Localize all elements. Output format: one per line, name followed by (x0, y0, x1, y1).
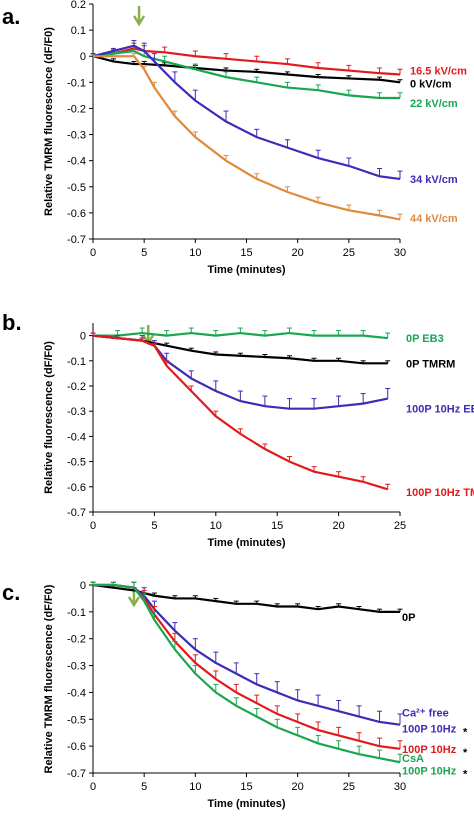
series-line (92, 334, 389, 491)
y-axis-label: Relative TMRM fluorescence (dF/F0) (43, 584, 55, 773)
y-tick-label: 0 (80, 331, 86, 343)
series-label: 16.5 kV/cm (410, 66, 467, 78)
series-2-3: 100P 10Hz EB3 (90, 332, 474, 416)
panel-label: b. (2, 310, 22, 335)
x-tick-label: 0 (90, 781, 96, 793)
y-tick-label: -0.7 (67, 768, 86, 780)
y-tick-label: 0 (80, 51, 86, 63)
y-tick-label: -0.1 (67, 356, 86, 368)
panel-label: a. (2, 4, 20, 29)
significance-star: * (463, 768, 468, 780)
series-3-3 (90, 581, 403, 750)
chart-panel-2: b. 0 -0.1 -0.2 -0.3 -0.4 -0.5 -0.6 -0.7 0 5 10 15 20 2… (2, 310, 474, 549)
x-tick-label: 20 (292, 247, 304, 259)
chart-panel-1: a. 0.2 0.1 0 -0.1 -0.2 -0.3 -0.4 -0.5 -0.6 -0.7 0 5 1… (2, 0, 467, 276)
annotation-label: CsA (402, 753, 424, 765)
y-tick-label: -0.2 (67, 103, 86, 115)
significance-star: * (463, 747, 468, 759)
series-2-1: 0P EB3 (90, 327, 444, 345)
y-tick-label: -0.3 (67, 406, 86, 418)
x-tick-label: 0 (90, 247, 96, 259)
x-tick-label: 30 (394, 247, 406, 259)
y-tick-label: -0.7 (67, 507, 86, 519)
series-3-4 (90, 581, 403, 764)
y-axis-label: Relative fluorescence (dF/F0) (43, 341, 55, 494)
y-tick-label: -0.6 (67, 208, 86, 220)
series-label: 100P 10Hz EB3 (406, 404, 474, 416)
series-line (93, 331, 388, 340)
series-label: 100P 10Hz TMRM (406, 487, 474, 499)
series-label: 22 kV/cm (410, 98, 458, 110)
series-1-5: 44 kV/cm (93, 53, 458, 225)
x-tick-label: 10 (210, 520, 222, 532)
annotation-label: 100P 10Hz (402, 744, 457, 756)
y-tick-label: -0.5 (67, 714, 86, 726)
y-tick-label: 0.1 (71, 25, 86, 37)
series-line (93, 583, 401, 726)
annotation-label: 0P (402, 612, 415, 624)
x-tick-label: 5 (151, 520, 157, 532)
significance-star: * (463, 727, 468, 739)
y-tick-label: -0.3 (67, 130, 86, 142)
series-label: 0P TMRM (406, 358, 455, 370)
y-tick-label: -0.4 (67, 431, 86, 443)
x-tick-label: 10 (189, 781, 201, 793)
x-axis-label: Time (minutes) (207, 798, 285, 810)
x-tick-label: 0 (90, 520, 96, 532)
y-tick-label: -0.6 (67, 482, 86, 494)
series-line (92, 44, 401, 181)
x-axis-label: Time (minutes) (207, 537, 285, 549)
annotation-label: 100P 10Hz (402, 724, 457, 736)
series-label: 0 kV/cm (410, 79, 452, 91)
y-tick-label: -0.7 (67, 234, 86, 246)
y-tick-label: -0.6 (67, 741, 86, 753)
x-tick-label: 20 (292, 781, 304, 793)
series-2-4: 100P 10Hz TMRM (90, 332, 474, 499)
x-tick-label: 15 (240, 781, 252, 793)
series-line (93, 583, 401, 764)
x-tick-label: 30 (394, 781, 406, 793)
series-label: 44 kV/cm (410, 213, 458, 225)
series-line (92, 49, 400, 100)
x-axis-label: Time (minutes) (207, 264, 285, 276)
y-tick-label: 0.2 (71, 0, 86, 11)
y-tick-label: -0.5 (67, 182, 86, 194)
series-line (93, 55, 401, 221)
stimulus-arrow-icon (132, 6, 146, 27)
series-label: 34 kV/cm (410, 174, 458, 186)
annotation-label: 100P 10Hz (402, 765, 457, 777)
chart-panel-3: c. 0 -0.1 -0.2 -0.3 -0.4 -0.5 -0.6 -0.7 0 5 10 15 20 2… (2, 580, 468, 810)
y-axis-label: Relative TMRM fluorescence (dF/F0) (43, 27, 55, 216)
panel-label: c. (2, 580, 20, 605)
x-tick-label: 25 (394, 520, 406, 532)
x-tick-label: 25 (343, 247, 355, 259)
x-tick-label: 15 (240, 247, 252, 259)
y-tick-label: -0.4 (67, 687, 86, 699)
y-tick-label: -0.4 (67, 156, 86, 168)
y-tick-label: -0.2 (67, 381, 86, 393)
y-tick-label: -0.5 (67, 457, 86, 469)
series-1-3: 22 kV/cm (90, 45, 458, 110)
x-tick-label: 15 (271, 520, 283, 532)
series-label: 0P EB3 (406, 333, 444, 345)
x-tick-label: 10 (189, 247, 201, 259)
y-tick-label: -0.1 (67, 607, 86, 619)
x-tick-label: 25 (343, 781, 355, 793)
annotation-label: Ca²⁺ free (402, 708, 449, 720)
y-tick-label: -0.2 (67, 634, 86, 646)
y-tick-label: -0.3 (67, 661, 86, 673)
series-3-1 (90, 581, 403, 613)
x-tick-label: 5 (141, 247, 147, 259)
y-tick-label: -0.1 (67, 77, 86, 89)
x-tick-label: 20 (332, 520, 344, 532)
y-tick-label: 0 (80, 580, 86, 592)
x-tick-label: 5 (141, 781, 147, 793)
series-1-4: 34 kV/cm (90, 40, 458, 186)
